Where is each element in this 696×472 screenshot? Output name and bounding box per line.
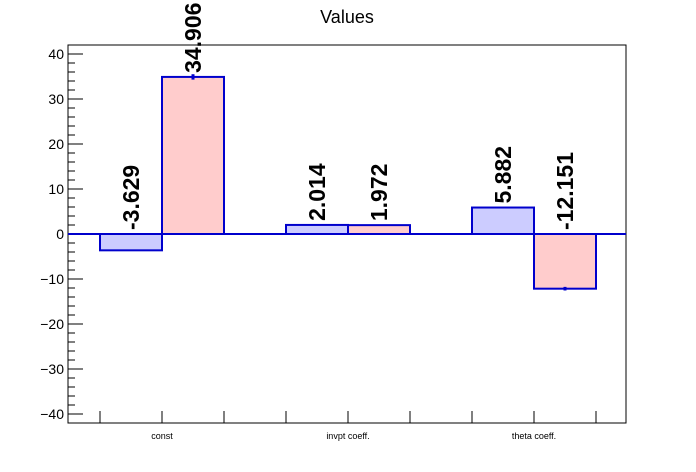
chart-title: Values — [320, 7, 374, 27]
value-label: 5.882 — [490, 146, 516, 204]
category-label: const — [151, 431, 173, 441]
y-tick-label: −30 — [40, 361, 64, 377]
y-tick-label: 0 — [56, 226, 64, 242]
y-tick-label: 20 — [48, 136, 64, 152]
y-tick-label: 30 — [48, 91, 64, 107]
value-labels: -3.629 34.906 2.014 1.972 5.882 -12.151 — [118, 3, 578, 230]
y-tick-label: 10 — [48, 181, 64, 197]
value-label: 1.972 — [366, 164, 392, 222]
bar — [533, 233, 597, 290]
bar — [347, 224, 411, 236]
y-tick-label: −10 — [40, 271, 64, 287]
value-label: 2.014 — [304, 163, 330, 221]
value-label: 34.906 — [180, 3, 206, 73]
bars — [99, 74, 597, 291]
value-label: -12.151 — [552, 152, 578, 230]
category-label: theta coeff. — [512, 431, 556, 441]
x-axis: const invpt coeff. theta coeff. — [99, 411, 597, 441]
bar — [99, 233, 163, 252]
y-tick-label: −20 — [40, 316, 64, 332]
y-tick-label: −40 — [40, 406, 64, 422]
category-label: invpt coeff. — [326, 431, 369, 441]
bar — [471, 206, 535, 236]
y-tick-label: 40 — [48, 46, 64, 62]
bar — [161, 75, 225, 235]
bar — [285, 223, 349, 235]
value-label: -3.629 — [118, 165, 144, 230]
